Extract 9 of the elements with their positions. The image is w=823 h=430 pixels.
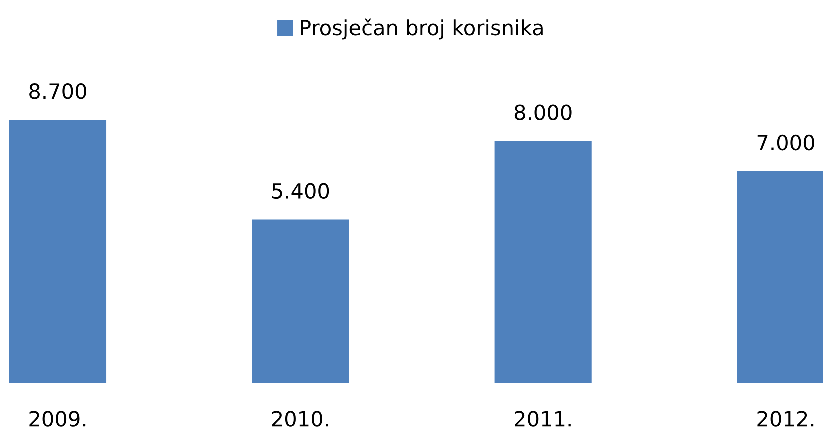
data-label: 8.000 [514,104,572,120]
x-tick-label: 2010. [272,411,328,427]
x-tick-label: 2009. [30,411,86,427]
legend-label: Prosječan broj korisnika [301,18,543,40]
data-label: 8.700 [30,84,86,100]
x-tick-label: 2011. [515,411,571,427]
x-tick-label: 2012. [758,411,814,427]
data-label: 5.400 [272,183,330,200]
data-label: 7.000 [758,134,814,151]
